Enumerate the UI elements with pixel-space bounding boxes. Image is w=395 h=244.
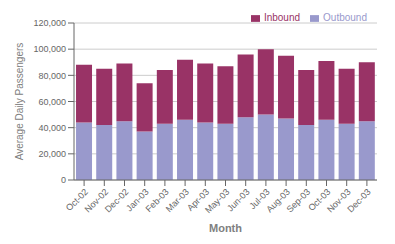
svg-text:80,000: 80,000	[38, 71, 66, 81]
svg-text:Jul-03: Jul-03	[247, 186, 272, 212]
svg-text:Mar-03: Mar-03	[164, 187, 191, 214]
svg-text:100,000: 100,000	[33, 44, 66, 54]
svg-text:Oct-02: Oct-02	[63, 186, 90, 213]
svg-text:Aug-03: Aug-03	[264, 186, 292, 215]
svg-text:Average Daily Passengers: Average Daily Passengers	[14, 43, 25, 161]
svg-text:40,000: 40,000	[38, 123, 66, 133]
svg-text:Nov-03: Nov-03	[325, 186, 353, 215]
svg-text:Sep-03: Sep-03	[285, 187, 313, 215]
svg-text:0: 0	[61, 175, 66, 185]
svg-text:May-03: May-03	[203, 187, 231, 215]
svg-text:Dec-02: Dec-02	[103, 187, 131, 215]
svg-text:20,000: 20,000	[38, 149, 66, 159]
svg-text:120,000: 120,000	[33, 18, 66, 28]
svg-text:Nov-02: Nov-02	[82, 186, 111, 215]
svg-text:Jan-03: Jan-03	[124, 186, 151, 214]
svg-text:Apr-03: Apr-03	[185, 186, 212, 213]
html-text:Outbound: Outbound	[323, 12, 367, 23]
svg-text:Oct-03: Oct-03	[306, 186, 333, 213]
svg-text:60,000: 60,000	[38, 97, 66, 107]
svg-text:Month: Month	[209, 222, 242, 234]
html-text:Inbound: Inbound	[263, 12, 301, 23]
svg-text:Feb-03: Feb-03	[143, 186, 171, 215]
svg-text:Jun-03: Jun-03	[225, 187, 252, 214]
svg-text:Dec-03: Dec-03	[345, 187, 373, 215]
